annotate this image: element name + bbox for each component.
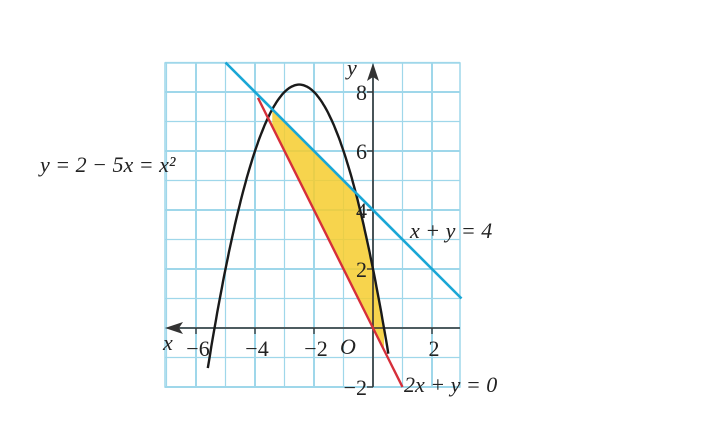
y-tick-label: −2 bbox=[344, 375, 367, 400]
x-tick-label: 2 bbox=[429, 336, 440, 361]
parabola-label: y = 2 − 5x = x² bbox=[38, 152, 176, 177]
y-axis-label: y bbox=[345, 55, 357, 80]
labels: −6 −4 −2 2 −2 2 4 6 8 x y Oy = 2 − 5x = x² x + y = 4… bbox=[38, 55, 497, 400]
x-axis-label: x bbox=[162, 330, 173, 355]
y-axis-arrow bbox=[367, 63, 379, 81]
parabola-curve bbox=[206, 83, 390, 369]
line-2x-plus-y-0 bbox=[256, 97, 404, 388]
x-tick-label: −4 bbox=[245, 336, 268, 361]
y-tick-label: 6 bbox=[356, 139, 367, 164]
shaded-region bbox=[272, 109, 384, 350]
line-x-plus-y-4 bbox=[224, 61, 463, 300]
y-tick-label: 4 bbox=[356, 198, 367, 223]
x-tick-label: −2 bbox=[304, 336, 327, 361]
origin-label: O bbox=[340, 334, 356, 359]
curves bbox=[206, 61, 463, 388]
x-tick-label: −6 bbox=[186, 336, 209, 361]
x-axis-arrow bbox=[165, 322, 183, 334]
grid-border bbox=[164, 62, 461, 388]
y-tick-label: 8 bbox=[356, 80, 367, 105]
line-sum-label: x + y = 4 bbox=[409, 218, 492, 243]
line-double-label: 2x + y = 0 bbox=[404, 372, 497, 397]
axes bbox=[165, 63, 460, 388]
y-tick-label: 2 bbox=[356, 257, 367, 282]
